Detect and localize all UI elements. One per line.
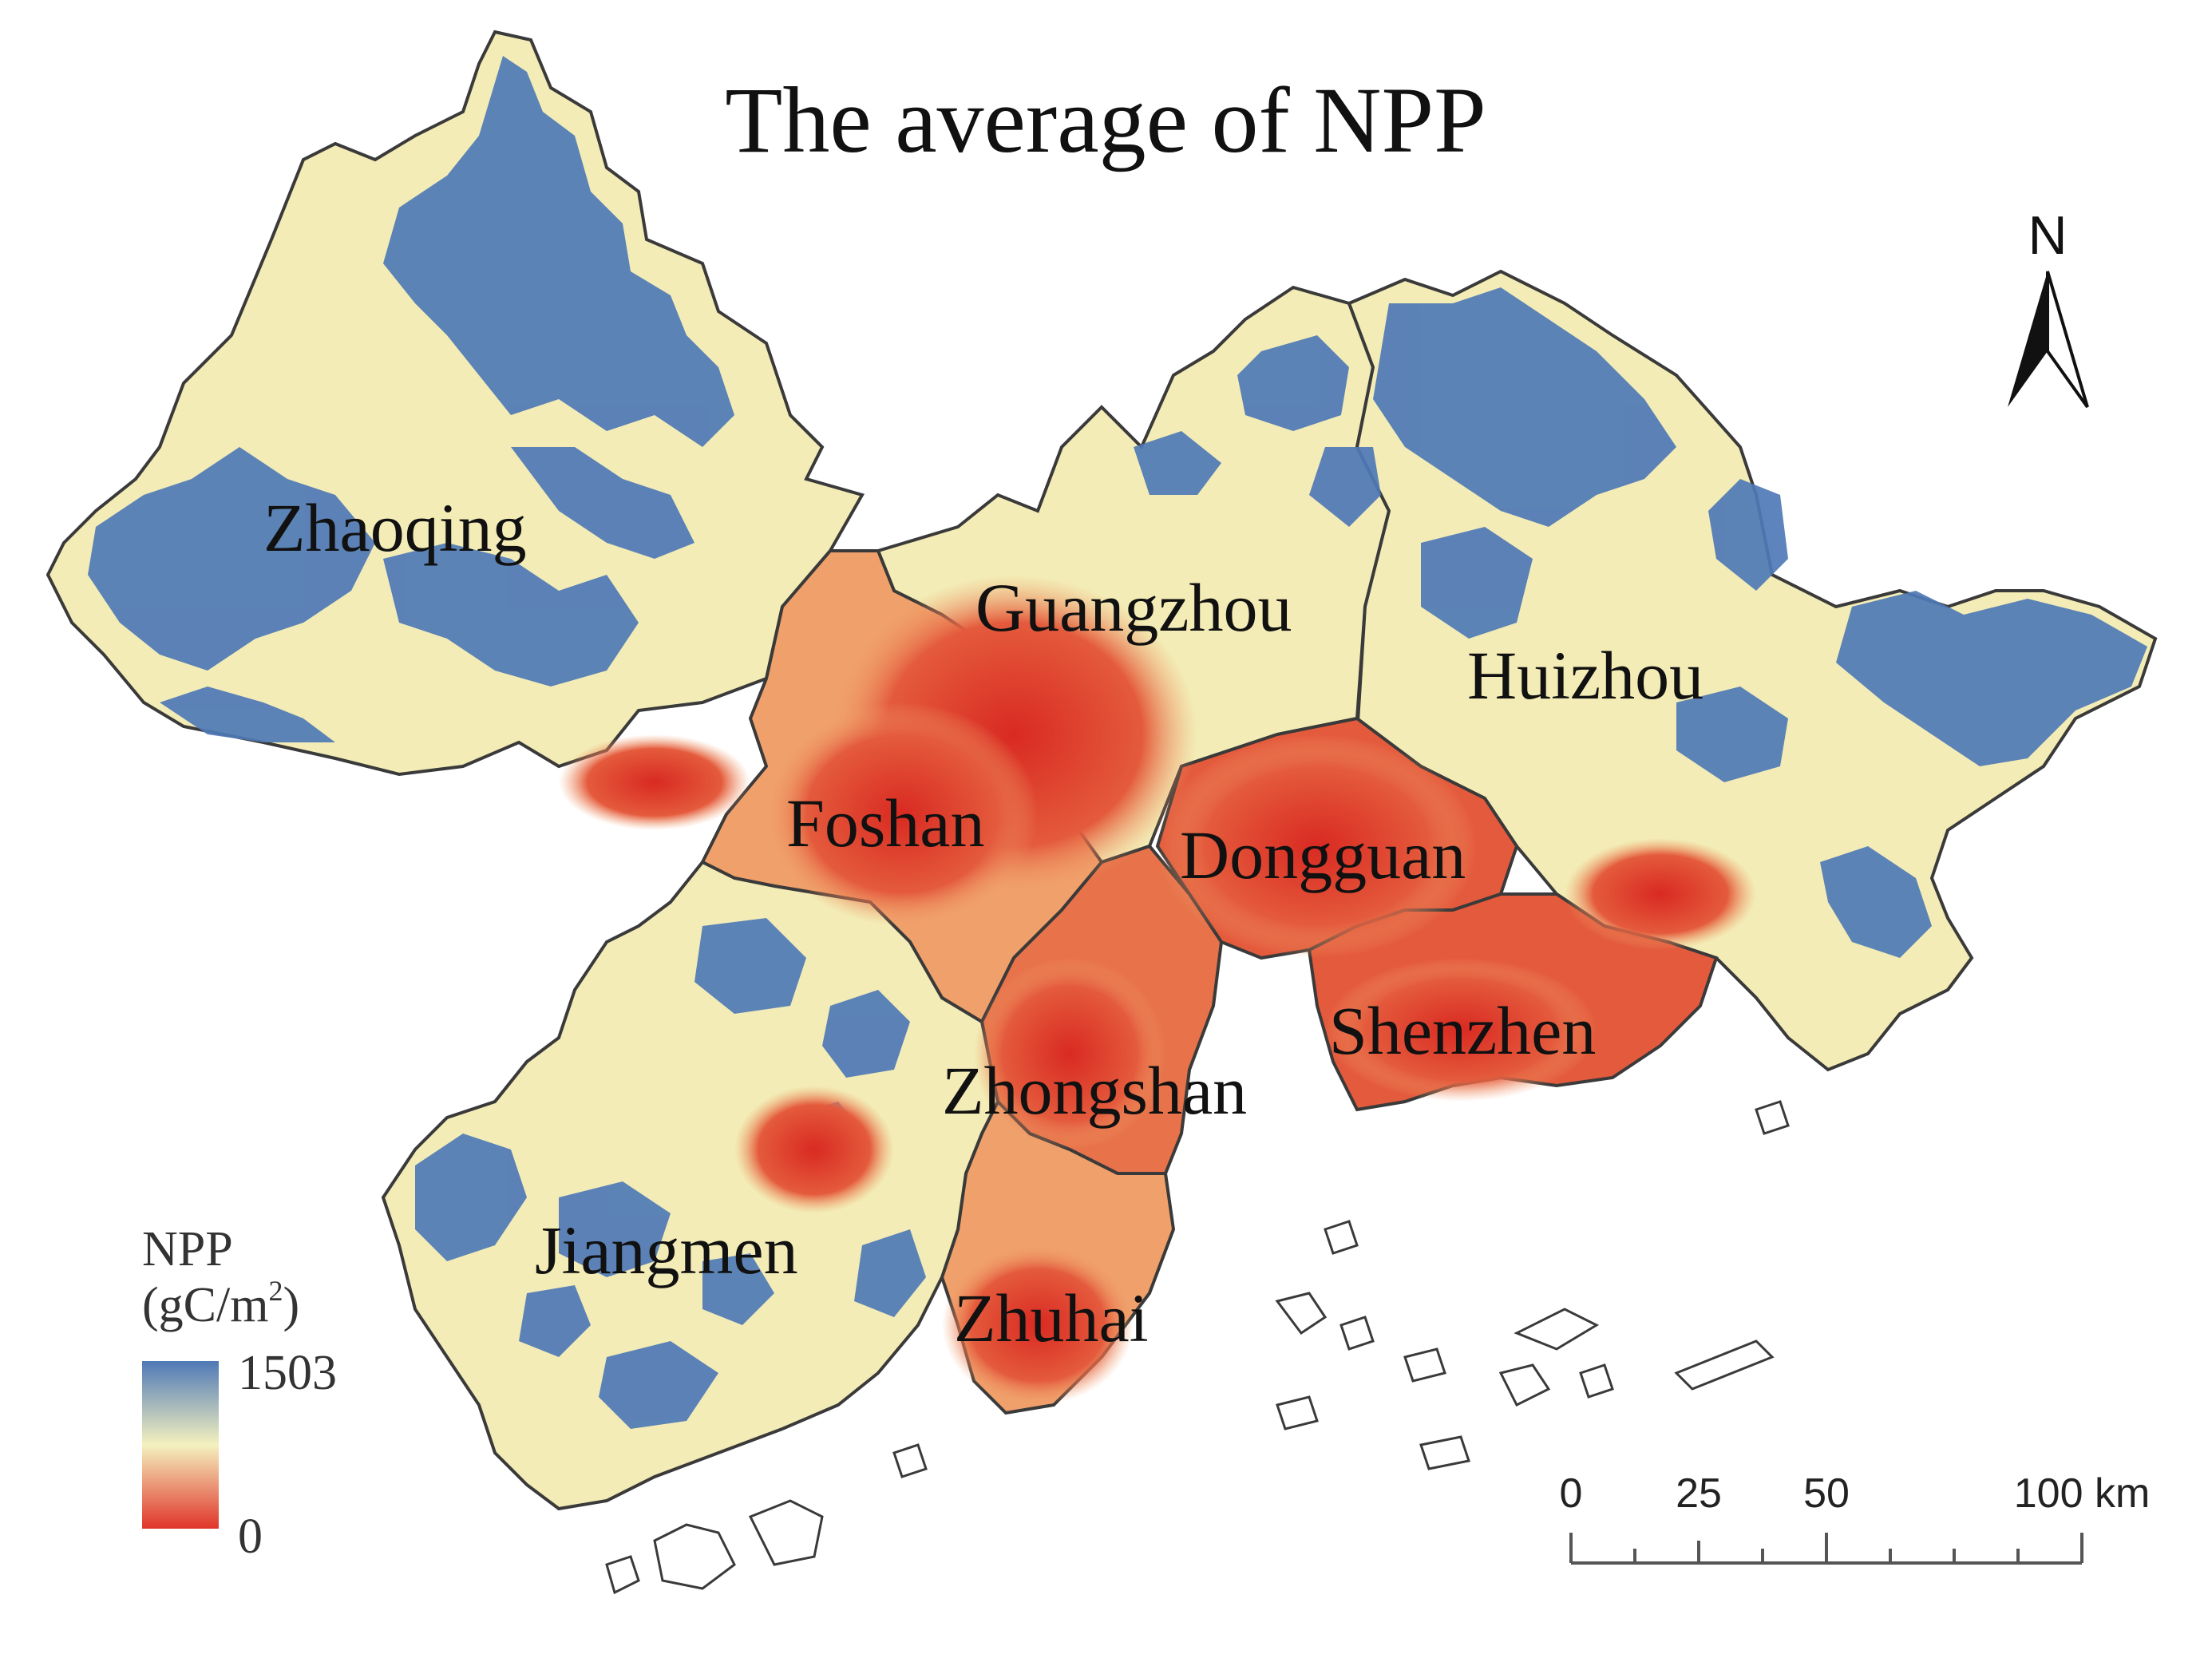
scale-label-50: 50 [1803, 1470, 1850, 1517]
legend-min-label: 0 [238, 1510, 263, 1564]
scale-bar: 0 25 50 100 km [1560, 1470, 2151, 1565]
legend-title: NPP [142, 1222, 233, 1276]
scale-label-0: 0 [1560, 1470, 1583, 1517]
city-label-zhuhai: Zhuhai [954, 1280, 1149, 1356]
map-title: The average of NPP [725, 68, 1486, 172]
city-label-foshan: Foshan [786, 785, 984, 861]
scale-label-100km: 100 km [2014, 1470, 2151, 1517]
north-arrow-icon: N [2008, 205, 2089, 409]
city-label-guangzhou: Guangzhou [975, 569, 1292, 646]
high-npp-areas [88, 56, 2147, 1429]
low-npp-urban-areas [559, 575, 1756, 1405]
npp-legend: NPP (gC/m2) 1503 0 [142, 1222, 337, 1564]
city-label-zhongshan: Zhongshan [942, 1052, 1247, 1129]
city-label-huizhou: Huizhou [1467, 637, 1704, 714]
north-label: N [2028, 205, 2067, 266]
city-label-dongguan: Dongguan [1180, 817, 1466, 893]
legend-color-ramp [142, 1361, 219, 1529]
legend-unit: (gC/m2) [142, 1275, 299, 1332]
city-label-shenzhen: Shenzhen [1329, 992, 1596, 1069]
coastal-islands [605, 1100, 1790, 1595]
scale-label-25: 25 [1676, 1470, 1722, 1517]
city-label-jiangmen: Jiangmen [535, 1212, 798, 1288]
legend-max-label: 1503 [238, 1346, 337, 1400]
city-label-zhaoqing: Zhaoqing [263, 489, 527, 566]
